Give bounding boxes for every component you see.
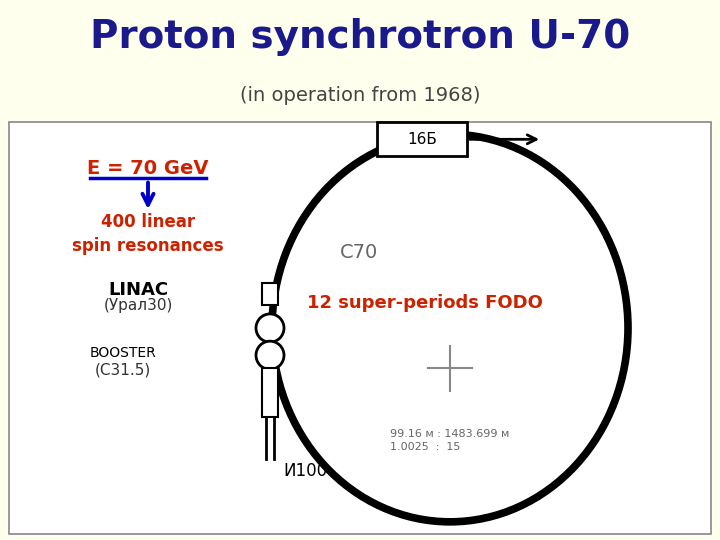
Text: 16Б: 16Б <box>407 132 437 147</box>
Bar <box>262 282 278 305</box>
Text: И100: И100 <box>283 462 327 481</box>
Text: 99.16 м : 1483.699 м: 99.16 м : 1483.699 м <box>390 429 509 439</box>
Text: 400 linear
spin resonances: 400 linear spin resonances <box>72 213 224 255</box>
Bar <box>262 368 278 417</box>
Text: (in operation from 1968): (in operation from 1968) <box>240 86 480 105</box>
Bar <box>377 122 467 157</box>
Text: Proton synchrotron U-70: Proton synchrotron U-70 <box>90 18 630 56</box>
Text: E = 70 GeV: E = 70 GeV <box>87 159 209 178</box>
Text: LINAC: LINAC <box>108 281 168 299</box>
Text: BOOSTER: BOOSTER <box>89 346 156 360</box>
Circle shape <box>256 341 284 369</box>
Text: С70: С70 <box>340 243 378 262</box>
Text: 1.0025  :  15: 1.0025 : 15 <box>390 442 460 452</box>
Circle shape <box>256 314 284 342</box>
Text: (С31.5): (С31.5) <box>95 363 151 378</box>
Ellipse shape <box>272 134 628 522</box>
Text: 12 super-periods FODO: 12 super-periods FODO <box>307 294 543 312</box>
Text: (Урал30): (Урал30) <box>103 298 173 313</box>
